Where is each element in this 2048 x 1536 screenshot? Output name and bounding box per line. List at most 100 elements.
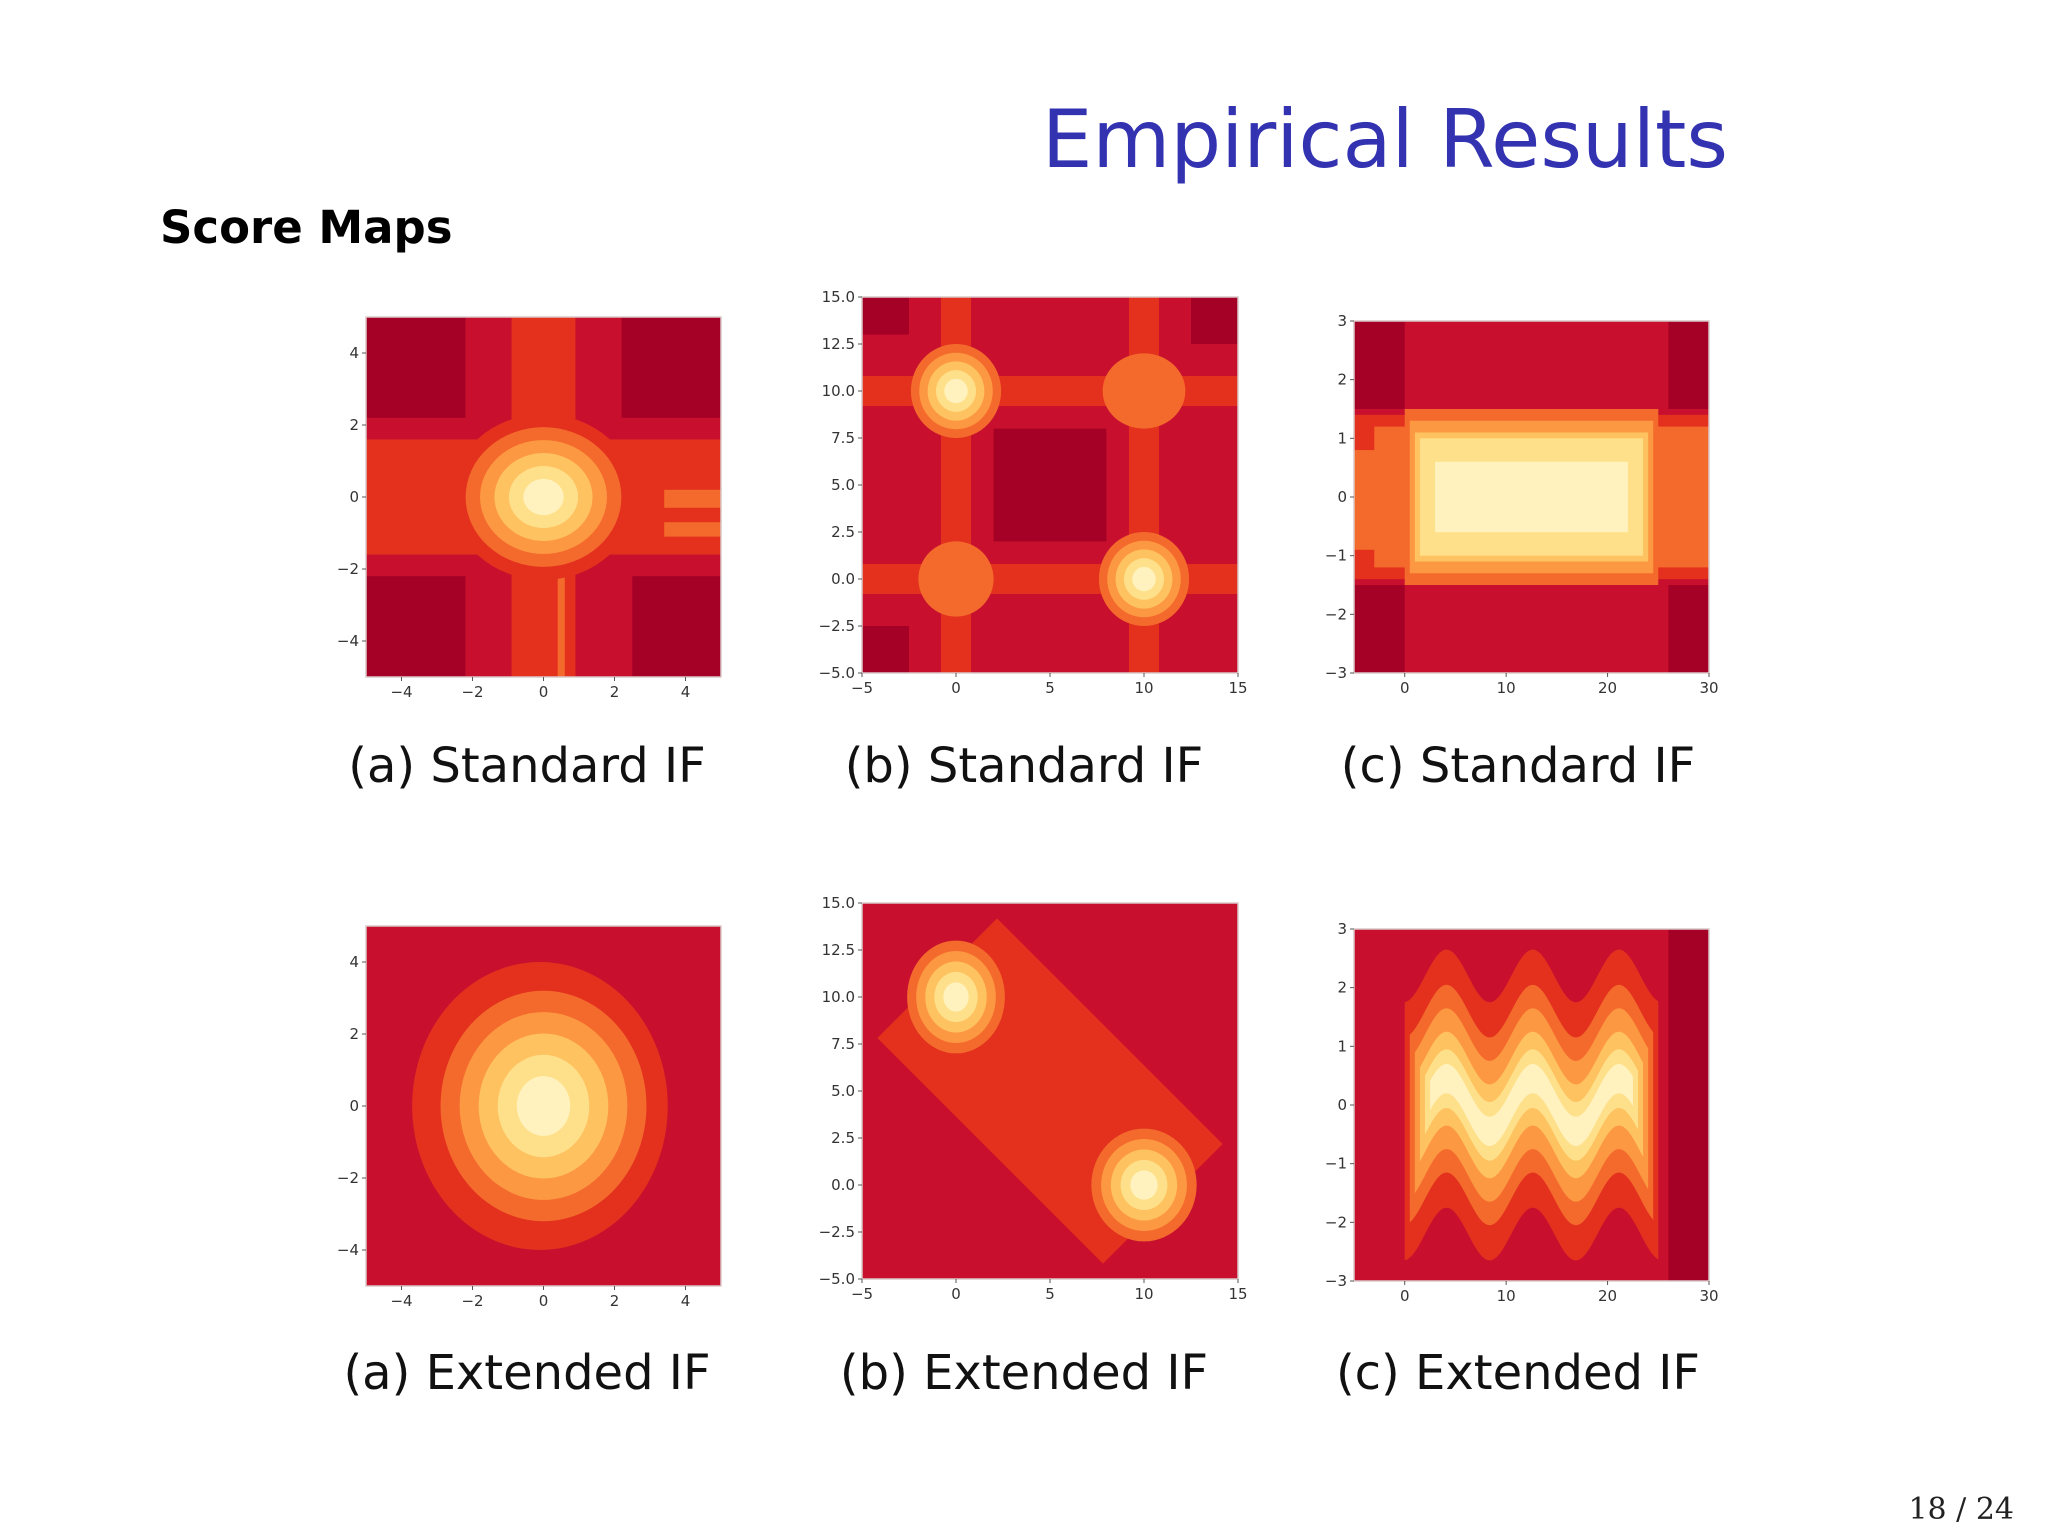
y-tick-label: 2 (1337, 371, 1347, 389)
caption-b-standard: (b) Standard IF (844, 738, 1204, 794)
y-tick-label: −1 (1325, 1155, 1347, 1173)
x-tick-label: −4 (390, 683, 412, 701)
heatmap-region (664, 522, 721, 537)
heatmap-region (1668, 929, 1709, 1281)
slide-title: Empirical Results (1041, 93, 1728, 186)
y-tick-label: −5.0 (819, 1270, 855, 1288)
caption-c-standard: (c) Standard IF (1340, 738, 1696, 794)
y-tick-label: 0 (349, 1097, 359, 1115)
x-tick-label: −2 (461, 1292, 483, 1310)
heatmap-layer (366, 926, 721, 1286)
y-tick-label: 2 (349, 1025, 359, 1043)
x-tick-label: 10 (1497, 679, 1516, 697)
y-tick-label: 3 (1337, 920, 1347, 938)
y-tick-label: 1 (1337, 1037, 1347, 1055)
heatmap-region (1191, 297, 1238, 344)
x-tick-label: −5 (851, 1285, 873, 1303)
y-tick-label: −2.5 (819, 1223, 855, 1241)
x-tick-label: 0 (951, 679, 961, 697)
x-tick-label: 10 (1497, 1287, 1516, 1305)
y-tick-label: 1 (1337, 429, 1347, 447)
heatmap-region (366, 576, 466, 677)
y-tick-label: 0 (349, 488, 359, 506)
y-tick-label: 2.5 (831, 523, 855, 541)
heatmap-contour (1130, 1170, 1158, 1200)
x-tick-label: −4 (390, 1292, 412, 1310)
x-tick-label: 5 (1045, 679, 1055, 697)
y-tick-label: −2 (1325, 1213, 1347, 1231)
y-tick-label: 2 (349, 416, 359, 434)
score-map-b-extended: −5 0 5 10 15 15.0 12.5 10.0 7.5 5.0 2.5 0.0 −2.5 −5.0 (819, 894, 1248, 1303)
x-tick-label: 20 (1598, 679, 1617, 697)
y-tick-label: 2.5 (831, 1129, 855, 1147)
heatmap-layer (862, 297, 1238, 673)
heatmap-region (1668, 585, 1709, 673)
heatmap-layer (366, 317, 721, 677)
caption-a-standard: (a) Standard IF (348, 738, 706, 794)
x-tick-label: −2 (461, 683, 483, 701)
score-map-b-standard: −5 0 5 10 15 15.0 12.5 10.0 7.5 5.0 2.5 0.0 −2.5 −5.0 (819, 288, 1248, 697)
x-tick-label: 30 (1699, 679, 1718, 697)
heatmap-wave-band (1430, 1064, 1633, 1146)
y-tick-label: 15.0 (822, 894, 855, 912)
heatmap-region (621, 317, 721, 418)
heatmap-contour (516, 1076, 571, 1136)
heatmap-layer (1354, 929, 1709, 1281)
caption-a-extended: (a) Extended IF (343, 1345, 711, 1401)
y-tick-label: 7.5 (831, 1035, 855, 1053)
heatmap-region (664, 489, 721, 508)
y-tick-label: 2 (1337, 979, 1347, 997)
page-number: 18 / 24 (1908, 1492, 2014, 1527)
heatmap-contour (944, 378, 968, 404)
y-tick-label: 12.5 (822, 941, 855, 959)
y-tick-label: 0.0 (831, 1176, 855, 1194)
score-map-a-extended: −4 −2 0 2 4 4 2 0 −2 −4 (337, 925, 722, 1310)
y-tick-label: 5.0 (831, 1082, 855, 1100)
y-tick-label: 0 (1337, 488, 1347, 506)
x-tick-label: −5 (851, 679, 873, 697)
heatmap-contour (918, 541, 994, 617)
heatmap-region (1354, 585, 1405, 673)
heatmap-layer (862, 903, 1238, 1279)
y-tick-label: 10.0 (822, 382, 855, 400)
heatmap-contour (1132, 566, 1156, 592)
heatmap-region (993, 428, 1107, 542)
heatmap-region (1435, 461, 1628, 533)
y-tick-label: −3 (1325, 664, 1347, 682)
score-map-a-standard: −4 −2 0 2 4 4 2 0 −2 −4 (337, 316, 722, 701)
x-tick-label: 15 (1228, 1285, 1247, 1303)
x-tick-label: 0 (539, 683, 549, 701)
heatmap-region (1668, 321, 1709, 409)
x-tick-label: 0 (1400, 1287, 1410, 1305)
y-tick-label: 0 (1337, 1096, 1347, 1114)
x-tick-label: 30 (1699, 1287, 1718, 1305)
heatmap-region (557, 561, 565, 677)
x-tick-label: 10 (1134, 1285, 1153, 1303)
x-tick-label: 10 (1134, 679, 1153, 697)
y-tick-label: 12.5 (822, 335, 855, 353)
y-tick-label: 0.0 (831, 570, 855, 588)
y-tick-label: −4 (337, 632, 359, 650)
heatmap-region (1354, 321, 1405, 409)
y-tick-label: 4 (349, 344, 359, 362)
heatmap-region (862, 626, 909, 673)
y-tick-label: −1 (1325, 547, 1347, 565)
heatmap-contour (523, 478, 564, 516)
x-tick-label: 0 (539, 1292, 549, 1310)
caption-c-extended: (c) Extended IF (1335, 1345, 1701, 1401)
y-tick-label: 15.0 (822, 288, 855, 306)
x-tick-label: 15 (1228, 679, 1247, 697)
x-tick-label: 2 (610, 1292, 620, 1310)
heatmap-contour (943, 982, 969, 1012)
y-tick-label: 5.0 (831, 476, 855, 494)
y-tick-label: −3 (1325, 1272, 1347, 1290)
x-tick-label: 0 (1400, 679, 1410, 697)
heatmap-contour (1102, 353, 1186, 429)
caption-b-extended: (b) Extended IF (839, 1345, 1209, 1401)
heatmap-layer (1354, 321, 1709, 673)
heatmap-region (862, 297, 909, 335)
y-tick-label: 10.0 (822, 988, 855, 1006)
y-tick-label: −2 (337, 1169, 359, 1187)
